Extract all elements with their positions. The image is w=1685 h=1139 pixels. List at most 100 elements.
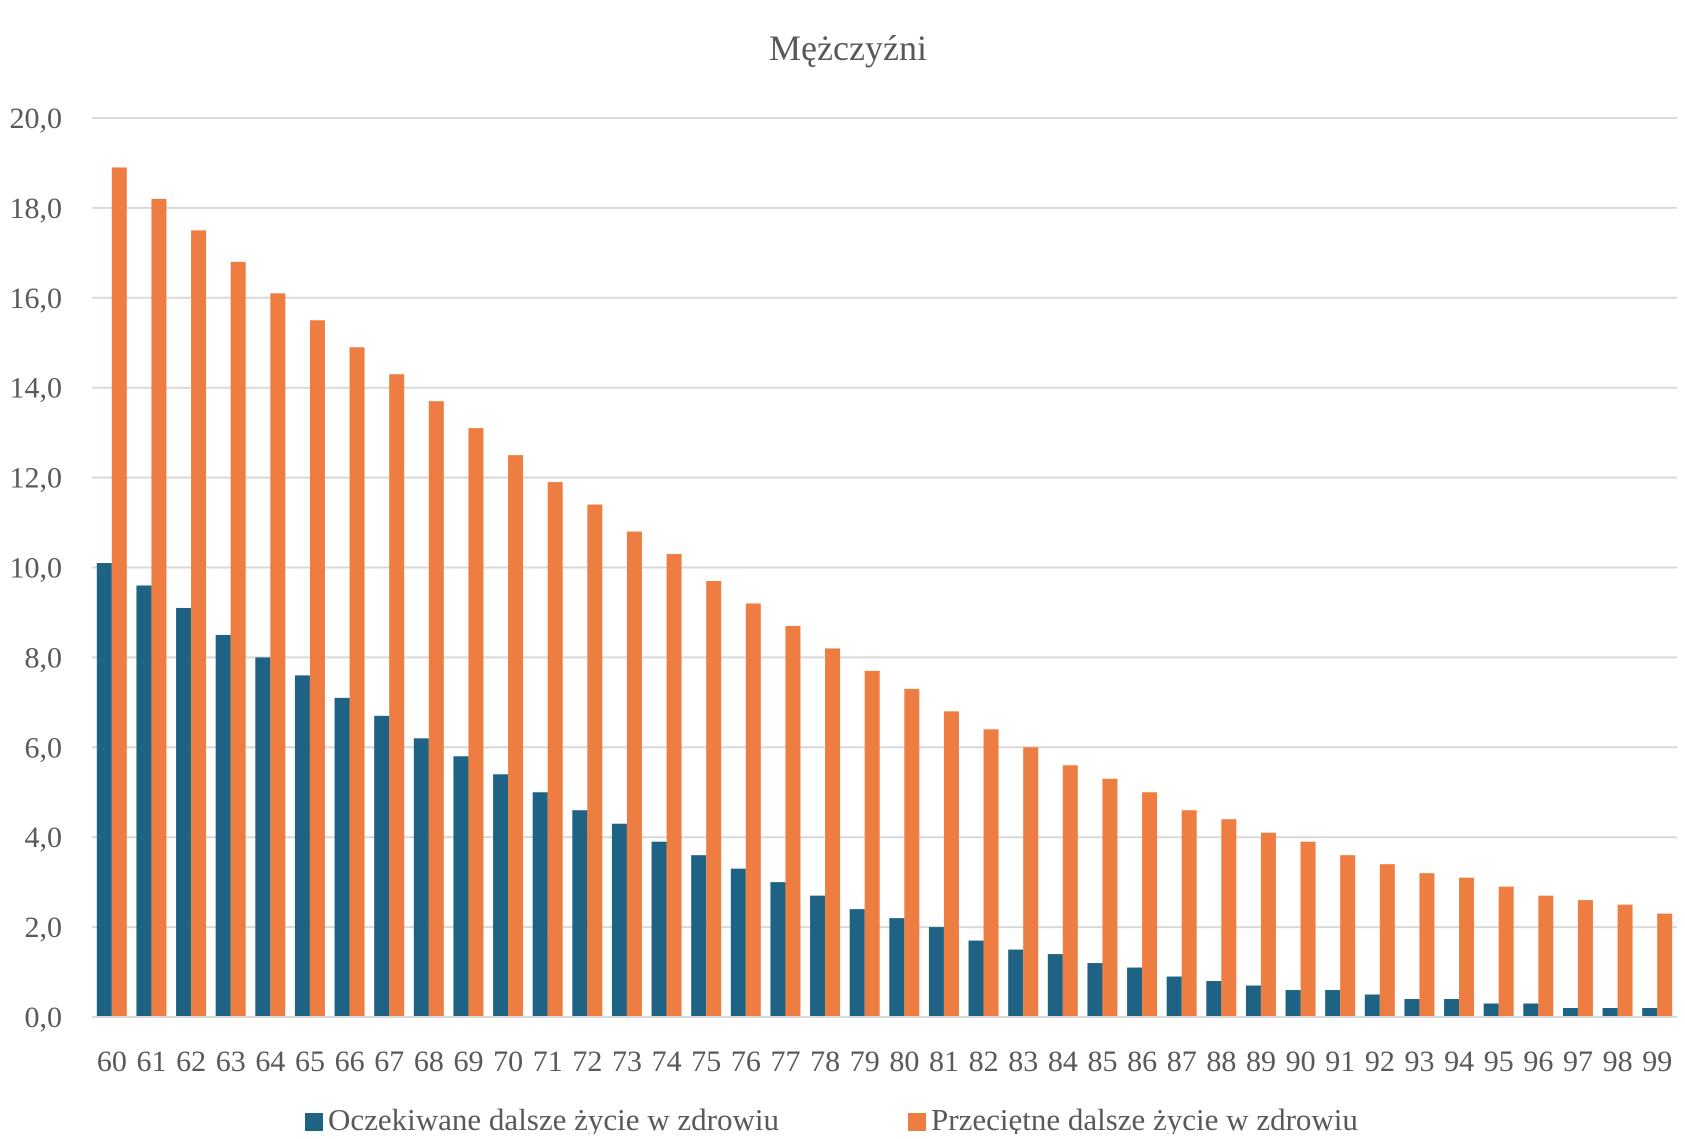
- x-axis-tick-labels: 60 61 62 63 64 65 66 67 68 69 70 71 72 73 74 75 76 77 78 79…: [97, 1045, 1672, 1078]
- bar-series-1: [1483, 1003, 1499, 1017]
- bar-series-1: [730, 868, 746, 1017]
- bar-series-2: [1181, 810, 1197, 1017]
- x-tick-label: 86: [1127, 1045, 1157, 1078]
- bar-series-2: [349, 347, 365, 1017]
- x-tick-label: 77: [770, 1045, 800, 1078]
- x-tick-label: 91: [1325, 1045, 1355, 1078]
- x-tick-label: 90: [1286, 1045, 1316, 1078]
- bar-series-2: [508, 455, 524, 1017]
- bar-series-2: [1142, 792, 1158, 1017]
- bar-series-1: [1127, 967, 1143, 1017]
- y-tick-label: 0,0: [25, 1001, 63, 1034]
- bar-series-1: [1444, 999, 1460, 1017]
- x-tick-label: 64: [255, 1045, 285, 1078]
- bar-series-2: [1062, 765, 1078, 1017]
- bar-series-1: [1166, 976, 1182, 1017]
- x-tick-label: 80: [889, 1045, 919, 1078]
- x-tick-label: 82: [969, 1045, 999, 1078]
- legend-label-series-2: Przeciętne dalsze życie w zdrowiu: [931, 1102, 1358, 1134]
- bar-series-2: [587, 504, 603, 1017]
- x-tick-label: 70: [493, 1045, 523, 1078]
- x-tick-label: 62: [176, 1045, 206, 1078]
- bar-series-1: [928, 927, 944, 1017]
- bar-series-2: [547, 482, 563, 1018]
- x-tick-label: 97: [1563, 1045, 1593, 1078]
- bar-series-2: [1260, 832, 1276, 1017]
- bar-series-2: [111, 167, 127, 1017]
- bar-series-2: [1379, 864, 1395, 1017]
- x-tick-label: 65: [295, 1045, 325, 1078]
- bar-series-1: [334, 697, 350, 1017]
- bar-series-2: [1221, 819, 1237, 1017]
- bar-series-2: [1577, 900, 1593, 1017]
- y-tick-label: 14,0: [10, 372, 63, 405]
- x-tick-label: 95: [1484, 1045, 1514, 1078]
- bar-series-1: [294, 675, 310, 1017]
- bar-series-1: [532, 792, 548, 1017]
- x-tick-label: 87: [1167, 1045, 1197, 1078]
- x-tick-label: 68: [414, 1045, 444, 1078]
- bar-series-1: [1404, 999, 1420, 1017]
- bar-series-1: [255, 657, 271, 1017]
- x-tick-label: 98: [1603, 1045, 1633, 1078]
- x-tick-label: 76: [731, 1045, 761, 1078]
- bar-series-2: [468, 428, 484, 1017]
- bar-series-1: [968, 940, 984, 1017]
- x-tick-label: 78: [810, 1045, 840, 1078]
- bar-series-2: [1340, 855, 1356, 1017]
- y-tick-label: 10,0: [10, 552, 63, 585]
- x-tick-label: 71: [533, 1045, 563, 1078]
- bar-series-1: [1245, 985, 1261, 1017]
- x-tick-label: 89: [1246, 1045, 1276, 1078]
- bar-series-2: [745, 603, 761, 1017]
- x-tick-label: 79: [850, 1045, 880, 1078]
- bar-series-2: [230, 261, 246, 1018]
- bar-series-2: [1102, 778, 1118, 1017]
- legend-label-series-1: Oczekiwane dalsze życie w zdrowiu: [328, 1102, 779, 1134]
- bar-series-2: [666, 554, 682, 1017]
- x-tick-label: 85: [1087, 1045, 1117, 1078]
- bar-series-2: [1538, 895, 1554, 1017]
- bar-series-1: [1364, 994, 1380, 1017]
- bars: [96, 167, 1673, 1018]
- bar-series-2: [1657, 913, 1673, 1017]
- bar-series-1: [810, 895, 826, 1017]
- x-tick-label: 69: [453, 1045, 483, 1078]
- y-tick-label: 12,0: [10, 462, 63, 495]
- y-tick-label: 18,0: [10, 192, 63, 225]
- x-tick-label: 94: [1444, 1045, 1474, 1078]
- x-tick-label: 96: [1523, 1045, 1553, 1078]
- bar-series-2: [1419, 873, 1435, 1017]
- bar-series-2: [785, 625, 801, 1017]
- gridlines: [92, 117, 1677, 929]
- bar-series-1: [136, 585, 152, 1017]
- x-tick-label: 75: [691, 1045, 721, 1078]
- bar-series-2: [864, 670, 880, 1017]
- bar-series-1: [1602, 1008, 1618, 1017]
- bar-series-2: [191, 230, 207, 1017]
- bar-series-2: [151, 198, 167, 1017]
- bar-series-1: [572, 810, 588, 1017]
- bar-series-2: [825, 648, 841, 1017]
- bar-series-2: [1023, 747, 1039, 1017]
- x-tick-label: 83: [1008, 1045, 1038, 1078]
- chart-title: Mężczyźni: [769, 28, 927, 68]
- bar-series-2: [309, 320, 325, 1017]
- bar-series-1: [691, 855, 707, 1017]
- bar-series-1: [1562, 1008, 1578, 1017]
- bar-series-1: [96, 563, 112, 1017]
- y-tick-label: 6,0: [25, 731, 63, 764]
- bar-series-2: [983, 729, 999, 1017]
- bar-series-1: [1642, 1008, 1658, 1017]
- y-tick-label: 2,0: [25, 911, 63, 944]
- x-tick-label: 92: [1365, 1045, 1395, 1078]
- bar-series-1: [453, 756, 469, 1017]
- bar-series-1: [611, 823, 627, 1017]
- bar-series-2: [1459, 877, 1475, 1017]
- bar-series-1: [889, 918, 905, 1017]
- bar-series-2: [943, 711, 959, 1017]
- bar-series-2: [270, 293, 286, 1017]
- bar-series-2: [904, 688, 920, 1017]
- bar-series-2: [1498, 886, 1514, 1017]
